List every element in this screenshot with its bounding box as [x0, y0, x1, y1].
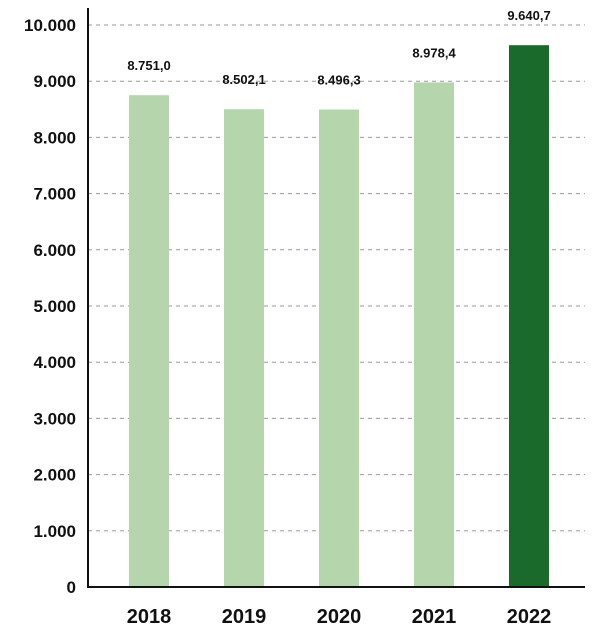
y-tick-label: 0	[67, 578, 76, 597]
bar-2020	[319, 109, 359, 588]
x-tick-label-2022: 2022	[507, 606, 552, 628]
y-axis-tick-labels: 0 1.000 2.000 3.000 4.000 5.000 6.000 7.000 8.00…	[24, 16, 76, 597]
y-tick-label: 9.000	[33, 72, 76, 91]
y-tick-label: 5.000	[33, 297, 76, 316]
x-tick-label-2019: 2019	[222, 606, 267, 628]
bar-2022	[509, 45, 549, 587]
bar-2021	[414, 82, 454, 588]
data-label-2020: 8.496,3	[317, 73, 360, 88]
y-tick-label: 4.000	[33, 353, 76, 372]
x-tick-label-2020: 2020	[317, 606, 362, 628]
bar-2019	[224, 109, 264, 587]
y-tick-label: 7.000	[33, 185, 76, 204]
data-label-2021: 8.978,4	[412, 45, 456, 60]
bar-2018	[129, 95, 169, 588]
data-label-2022: 9.640,7	[507, 8, 550, 23]
data-label-2018: 8.751,0	[127, 58, 170, 73]
y-tick-label: 6.000	[33, 241, 76, 260]
x-tick-label-2018: 2018	[127, 606, 172, 628]
x-axis-tick-labels: 2018 2019 2020 2021 2022	[127, 606, 552, 628]
y-tick-label: 8.000	[33, 128, 76, 147]
data-label-2019: 8.502,1	[222, 72, 265, 87]
y-tick-label: 1.000	[33, 522, 76, 541]
y-tick-label: 2.000	[33, 466, 76, 485]
y-tick-label: 3.000	[33, 409, 76, 428]
y-tick-label: 10.000	[24, 16, 76, 35]
bars	[129, 45, 549, 588]
data-labels: 8.751,0 8.502,1 8.496,3 8.978,4 9.640,7	[127, 8, 550, 87]
x-tick-label-2021: 2021	[412, 606, 457, 628]
